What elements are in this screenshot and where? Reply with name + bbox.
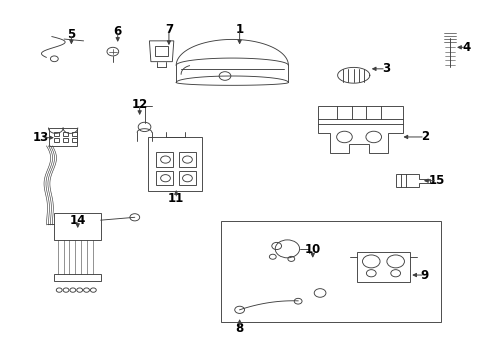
Bar — [72, 138, 77, 142]
Bar — [155, 45, 168, 56]
Text: 12: 12 — [131, 98, 147, 111]
Text: 15: 15 — [428, 174, 445, 187]
Bar — [72, 132, 77, 135]
Text: 8: 8 — [235, 322, 243, 335]
Text: 10: 10 — [304, 243, 320, 256]
Text: 3: 3 — [381, 62, 389, 75]
Text: 9: 9 — [420, 269, 428, 282]
Text: 1: 1 — [235, 23, 243, 36]
Text: 5: 5 — [67, 28, 75, 41]
Bar — [49, 128, 77, 146]
Text: 4: 4 — [461, 41, 469, 54]
Text: 11: 11 — [168, 192, 184, 205]
Text: 14: 14 — [69, 214, 86, 227]
Bar — [156, 152, 172, 167]
Text: 13: 13 — [33, 131, 49, 144]
Bar — [54, 132, 59, 135]
Bar — [356, 252, 409, 282]
Text: 7: 7 — [164, 23, 173, 36]
Bar — [54, 274, 101, 281]
Bar — [63, 132, 68, 135]
Bar — [179, 152, 196, 167]
Bar — [156, 171, 172, 185]
Text: 2: 2 — [420, 130, 428, 144]
Bar — [63, 138, 68, 142]
Bar — [54, 138, 59, 142]
Bar — [179, 171, 196, 185]
Bar — [54, 213, 101, 240]
Text: 6: 6 — [113, 25, 122, 38]
Bar — [148, 137, 202, 191]
